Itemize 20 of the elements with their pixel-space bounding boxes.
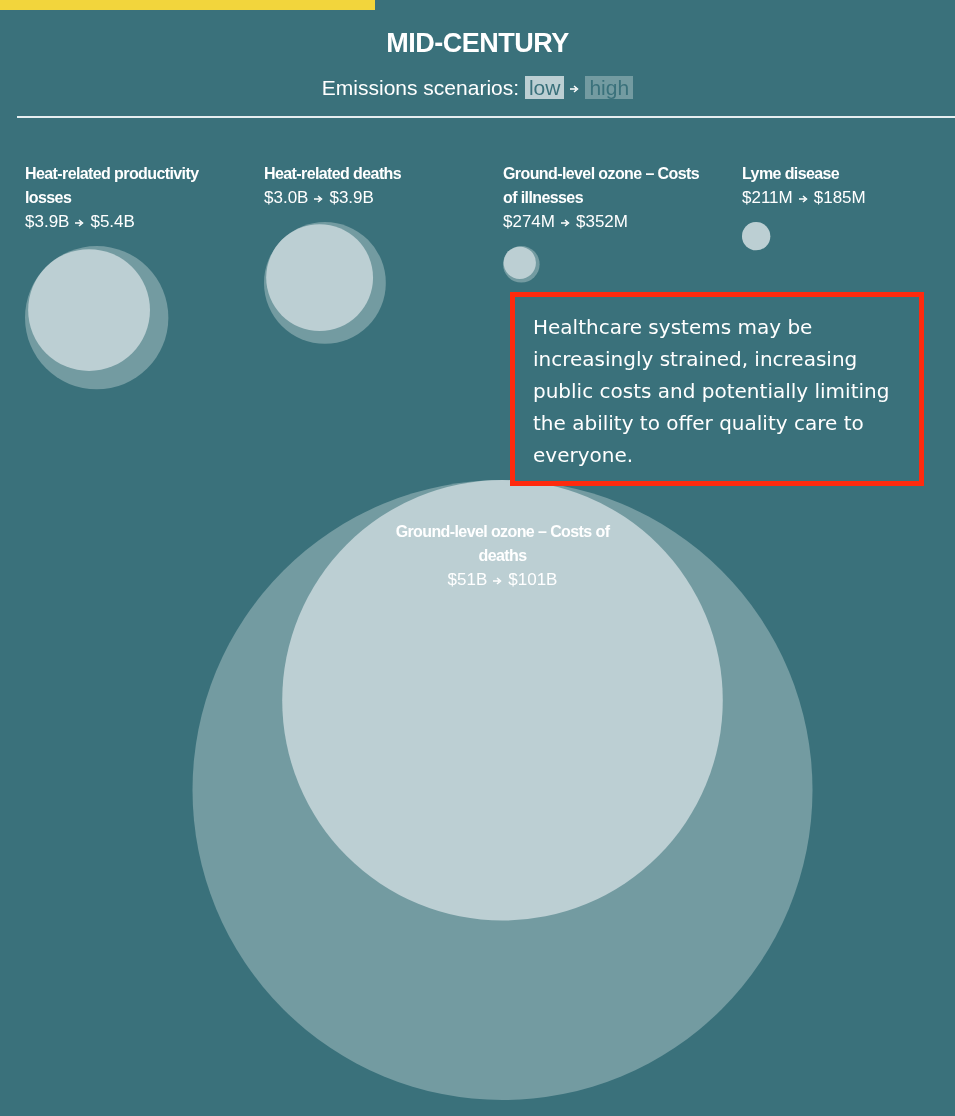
- text: Healthcare systems may be increasingly strained, increasing public costs and potentially limiting the ability to offer quality care to everyone.: [510, 292, 924, 486]
- text: Emissions scenarios:: [321, 76, 520, 99]
- data-label: $3.9B: [329, 188, 374, 207]
- category-label: Ground-level ozone – Costs of illnesses: [503, 164, 700, 208]
- data-label: $185M: [813, 188, 866, 207]
- data-label: $274M: [503, 212, 555, 231]
- category-label: Ground-level ozone – Costs of deaths: [394, 522, 611, 566]
- text: high: [585, 76, 634, 99]
- data-label: $352M: [575, 212, 628, 231]
- text: MID-CENTURY: [385, 28, 570, 59]
- data-label: $5.4B: [90, 212, 135, 231]
- data-label: $3.9B: [25, 212, 70, 231]
- text: low: [524, 76, 565, 99]
- data-label: $51B: [447, 570, 488, 589]
- data-label: $3.0B: [264, 188, 309, 207]
- category-label: Heat-related productivity losses: [25, 164, 200, 208]
- data-label: $211M: [742, 188, 793, 207]
- data-label: $101B: [508, 570, 558, 589]
- category-label: Lyme disease: [742, 164, 841, 184]
- category-label: Heat-related deaths: [264, 164, 403, 184]
